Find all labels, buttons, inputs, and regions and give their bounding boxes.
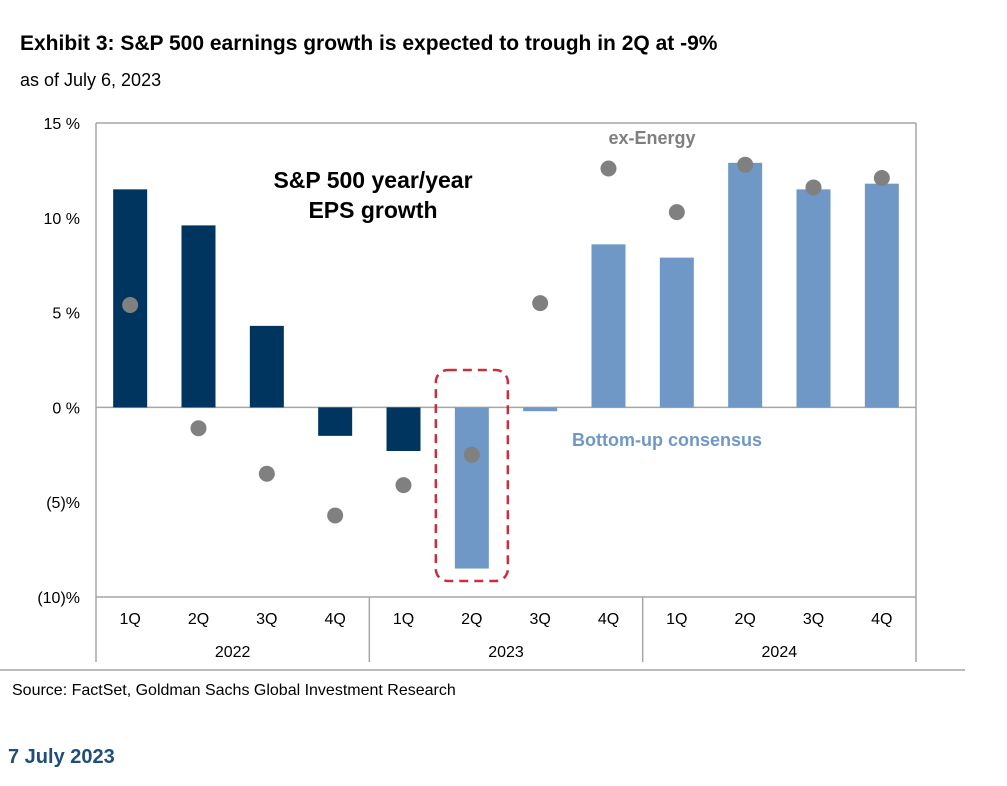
year-label: 2023 (488, 644, 524, 661)
ex-energy-dot (873, 169, 890, 186)
x-tick-label: 4Q (598, 611, 619, 628)
eps-bar (864, 183, 899, 408)
x-tick-label: 4Q (324, 611, 345, 628)
legend-ex-energy: ex-Energy (608, 128, 695, 148)
y-tick-label: 5 % (52, 306, 80, 323)
x-tick-label: 4Q (871, 611, 892, 628)
exhibit-title: Exhibit 3: S&P 500 earnings growth is ex… (20, 32, 718, 55)
y-tick-label: 0 % (52, 400, 80, 417)
ex-energy-dot (668, 204, 685, 221)
x-tick-label: 2Q (188, 611, 209, 628)
ex-energy-dot (463, 446, 480, 463)
y-tick-label: (5)% (46, 495, 80, 512)
eps-bar (249, 325, 284, 408)
chart-title: EPS growth (308, 197, 437, 223)
x-tick-label: 2Q (461, 611, 482, 628)
y-tick-label: 10 % (44, 211, 80, 228)
eps-bar (523, 407, 558, 412)
eps-bar (796, 189, 831, 408)
x-tick-label: 1Q (119, 611, 140, 628)
ex-energy-dot (395, 477, 412, 494)
x-tick-label: 1Q (393, 611, 414, 628)
eps-bar (454, 407, 489, 569)
y-tick-label: 15 % (44, 116, 80, 133)
eps-bar (659, 257, 694, 408)
x-tick-label: 1Q (666, 611, 687, 628)
ex-energy-dot (600, 160, 617, 177)
x-tick-label: 3Q (529, 611, 550, 628)
report-date: 7 July 2023 (8, 746, 115, 768)
ex-energy-dot (122, 297, 139, 314)
eps-bar (728, 162, 763, 408)
eps-bar (318, 407, 353, 436)
year-label: 2024 (762, 644, 798, 661)
ex-energy-dot (532, 295, 549, 312)
eps-bar (591, 244, 626, 408)
chart-title: S&P 500 year/year (273, 167, 472, 193)
ex-energy-dot (805, 179, 822, 196)
ex-energy-dot (190, 420, 207, 437)
x-tick-label: 2Q (734, 611, 755, 628)
ex-energy-dot (737, 156, 754, 173)
y-tick-label: (10)% (37, 590, 80, 607)
year-label: 2022 (215, 644, 251, 661)
legend-bottom-up-consensus: Bottom-up consensus (572, 430, 762, 450)
eps-bar (386, 407, 421, 452)
exhibit-subtitle: as of July 6, 2023 (20, 70, 162, 90)
ex-energy-dot (258, 465, 275, 482)
ex-energy-dot (327, 507, 344, 524)
highlight-box (434, 368, 510, 583)
source-note: Source: FactSet, Goldman Sachs Global In… (12, 682, 456, 699)
x-tick-label: 3Q (256, 611, 277, 628)
eps-bar (181, 225, 216, 408)
x-tick-label: 3Q (803, 611, 824, 628)
